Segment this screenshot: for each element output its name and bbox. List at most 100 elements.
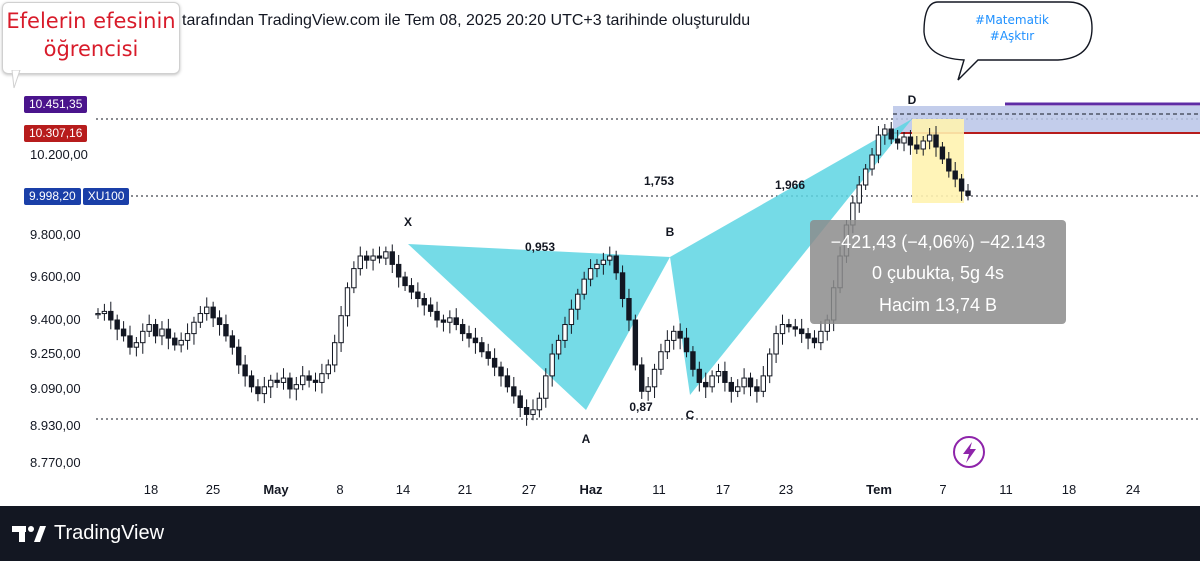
pattern-ratio-label: 1,753 [644,174,674,188]
price-chart[interactable]: X A B C D 0,953 0,87 1,753 1,966 10.200,00 9.800,… [0,0,1200,506]
candle-body [165,328,172,339]
candle-body [101,310,108,315]
y-tick-label: 10.200,00 [30,147,88,162]
y-tick-label: 9.800,00 [30,227,81,242]
candle-body [370,255,376,261]
candle-body [632,319,639,366]
y-tick-label: 9.250,00 [30,346,81,361]
candle-body [894,138,901,144]
pattern-point-b: B [666,225,675,239]
candle-body [715,371,722,377]
candle-body [888,128,894,140]
candle-body [760,375,766,392]
candle-body [722,371,728,383]
candle-body [613,255,619,274]
candle-body [325,364,331,375]
candle-body [146,324,152,332]
candle-body [383,251,389,259]
candle-body [939,146,946,160]
chart-panel[interactable]: X A B C D 0,953 0,87 1,753 1,966 10.200,00 9.800,… [0,0,1200,506]
x-tick-label: May [263,482,289,497]
sticker-line1: Efelerin efesinin [6,9,176,33]
x-tick-label: 11 [652,482,666,497]
candle-body [172,337,178,346]
candle-body [958,178,965,192]
candle-body [651,368,658,388]
x-tick-label: 8 [336,482,343,497]
candle-body [587,268,594,280]
lightning-icon-ring [953,436,985,468]
candle-body [108,310,114,321]
candle-body [703,381,709,388]
stats-bars: 0 çubukta, 5g 4s [871,263,1005,283]
candle-body [766,353,773,377]
candle-body [402,276,408,287]
candle-body [523,407,530,415]
target-band [893,102,1200,203]
candle-body [338,315,344,344]
candle-body [728,381,735,392]
candle-body [306,375,312,381]
pattern-point-x: X [404,215,412,229]
tradingview-logo[interactable]: TradingView [12,522,164,545]
candle-body [261,386,268,395]
candle-body [389,251,395,265]
axes: 10.200,00 9.800,00 9.600,00 9.400,00 9.250,0… [30,147,1140,497]
candle-body [735,386,741,392]
candle-body [511,386,517,397]
candle-body [562,324,568,341]
candle-body [287,377,293,390]
candle-body [344,287,351,317]
candle-body [568,308,575,326]
candle-body [952,170,958,180]
candle-body [786,324,792,328]
candle-body [779,324,786,335]
candle-body [216,317,223,326]
sticker-tail [11,70,21,89]
candle-body [805,333,811,339]
candle-body [664,339,671,353]
pattern-labels: X A B C D 0,953 0,87 1,753 1,966 [404,93,917,446]
candle-body [421,298,427,306]
pattern-ratio-label: 0,87 [629,400,653,414]
x-tick-label: Tem [866,482,892,497]
candle-body [466,333,472,339]
candle-body [331,342,338,366]
candle-body [184,333,191,341]
pattern-point-a: A [582,432,591,446]
candle-body [504,375,511,388]
candle-body [159,328,165,337]
sticker-label: Efelerin efesinin öğrencisi [2,2,180,74]
y-tick-label: 8.770,00 [30,455,81,470]
candle-body [133,342,140,348]
candle-body [293,384,300,390]
x-tick-label: 21 [458,482,472,497]
measure-highlight [912,119,964,203]
candle-body [581,278,587,295]
x-tick-label: 11 [999,482,1013,497]
candle-body [811,337,818,344]
candle-body [95,313,101,316]
candle-body [555,339,562,355]
icon-layer [953,436,985,468]
candle-body [645,386,651,392]
price-tag-symbol: XU100 [82,188,130,205]
price-tag-current: 9.998,20 XU100 [24,188,130,205]
candle-body [747,377,754,388]
candle-body [210,306,216,319]
candle-body [530,409,536,415]
candle-body [639,364,645,392]
candle-body [114,319,120,330]
measure-stats-box: −421,43 (−4,06%) −42.143 0 çubukta, 5g 4… [810,220,1066,324]
y-tick-label: 9.090,00 [30,381,81,396]
candle-body [152,324,159,337]
sticker-line2: öğrencisi [43,37,139,61]
candle-body [319,373,325,383]
candle-body [485,351,491,359]
y-tick-label: 8.930,00 [30,418,81,433]
candle-body [600,259,607,265]
price-tag-top-value: 10.451,35 [29,97,83,111]
candle-body [472,337,479,344]
candle-body [351,268,357,289]
stats-volume: Hacim 13,74 B [878,295,998,315]
